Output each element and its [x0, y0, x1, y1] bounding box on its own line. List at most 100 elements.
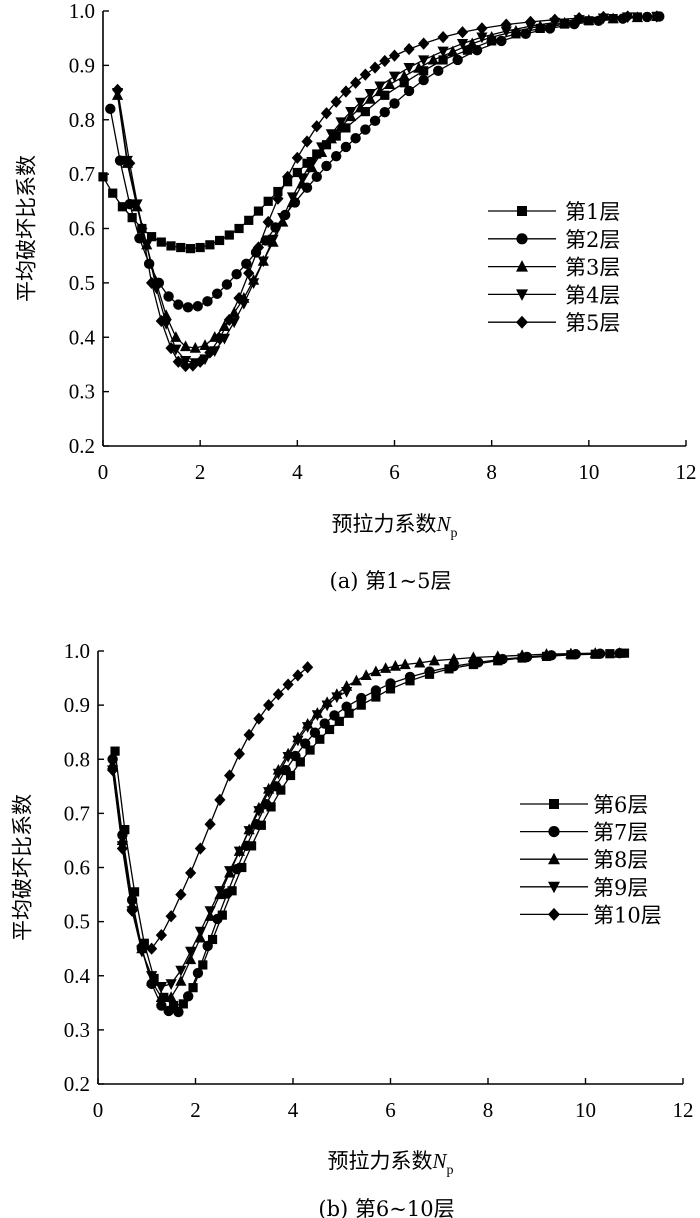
x-tick-label: 12	[676, 460, 697, 484]
data-point	[189, 342, 201, 353]
data-point	[253, 806, 265, 817]
data-point	[217, 910, 227, 920]
data-point	[418, 55, 430, 67]
data-point	[243, 266, 255, 280]
legend-marker	[548, 852, 560, 865]
data-point	[309, 727, 321, 738]
data-point	[205, 240, 215, 250]
data-point	[253, 712, 265, 725]
data-point	[263, 699, 275, 712]
data-point	[476, 32, 488, 44]
data-point	[207, 934, 218, 945]
data-point	[262, 215, 274, 229]
legend-entry-1: 第1层	[488, 200, 620, 224]
y-axis-title: 平均破坏比系数	[15, 155, 39, 302]
data-point	[340, 85, 352, 98]
data-point	[241, 258, 252, 270]
data-point	[311, 120, 323, 133]
data-point	[173, 1006, 184, 1018]
data-point	[277, 213, 289, 224]
data-point	[173, 299, 184, 310]
y-tick-label: 0.8	[69, 108, 95, 132]
chart-a: 0 2 4 6 8 10 12 0.2 0.3 0.4 0.5 0.6 0.7 0.8 0.9 1.0 平均破坏…	[15, 0, 697, 593]
x-tick-label: 4	[292, 460, 303, 484]
x-tick-label: 6	[389, 460, 400, 484]
y-tick-label: 0.9	[64, 693, 90, 717]
data-point	[224, 866, 236, 877]
data-point	[325, 129, 337, 140]
data-point	[282, 751, 294, 763]
y-axis-title: 平均破坏比系数	[11, 794, 35, 941]
data-point	[331, 692, 343, 704]
data-point	[292, 735, 304, 747]
data-point	[438, 55, 448, 65]
data-point	[467, 651, 479, 663]
data-point	[124, 198, 135, 210]
data-point	[182, 302, 194, 313]
data-point	[316, 142, 328, 154]
data-point	[418, 74, 429, 86]
data-point	[233, 747, 245, 760]
chart-b: 0 2 4 6 8 10 12 0.2 0.3 0.4 0.5 0.6 0.7 0.8 0.9 1.0 平均破坏…	[11, 639, 694, 1218]
legend-label: 第4层	[565, 283, 620, 307]
data-point	[329, 710, 340, 721]
data-point	[146, 232, 157, 242]
legend-label: 第3层	[565, 256, 620, 280]
data-point	[221, 888, 233, 899]
legend-entry-4: 第9层	[520, 876, 648, 900]
data-point	[385, 684, 396, 694]
data-point	[424, 666, 435, 677]
data-point	[156, 1000, 167, 1011]
data-point	[385, 678, 396, 689]
data-point	[124, 157, 136, 170]
legend-marker	[548, 907, 560, 921]
legend-label: 第5层	[565, 311, 620, 335]
data-point	[305, 745, 315, 755]
data-point	[211, 288, 223, 299]
series-5	[111, 10, 663, 373]
data-point	[534, 20, 546, 31]
y-tick-label: 0.7	[69, 162, 95, 186]
data-point	[462, 45, 472, 55]
x-tick-label: 10	[578, 460, 599, 484]
data-point	[344, 708, 354, 718]
data-point	[433, 65, 444, 77]
y-tick-label: 0.8	[64, 747, 90, 771]
data-point	[414, 656, 426, 668]
y-tick-label: 0.7	[64, 801, 90, 825]
data-point	[175, 888, 187, 901]
data-point	[356, 700, 366, 710]
data-point	[176, 242, 186, 253]
data-point	[267, 234, 279, 246]
data-point	[384, 78, 396, 90]
data-point	[356, 692, 367, 704]
x-tick-label: 4	[288, 1098, 299, 1122]
data-point	[437, 31, 449, 44]
series-2	[107, 647, 625, 1018]
data-point	[496, 35, 507, 47]
x-axis-title-sub: p	[447, 1163, 454, 1178]
data-point	[340, 141, 352, 153]
legend-label: 第6层	[593, 793, 648, 817]
legend-entry-2: 第7层	[520, 821, 648, 845]
data-point	[403, 62, 415, 74]
data-point	[165, 910, 177, 923]
data-point	[476, 22, 488, 35]
data-point	[524, 15, 537, 28]
data-point	[260, 235, 271, 246]
data-point	[370, 685, 382, 696]
legend-marker	[516, 260, 528, 272]
legend-entry-3: 第3层	[488, 256, 620, 280]
data-point	[214, 886, 226, 897]
legend-label: 第7层	[593, 821, 648, 845]
data-point	[597, 10, 610, 24]
data-point	[194, 842, 206, 855]
data-point	[311, 710, 323, 721]
data-point	[195, 242, 205, 253]
data-point	[105, 103, 116, 115]
data-point	[280, 764, 291, 776]
data-point	[388, 71, 401, 83]
data-point	[350, 76, 362, 89]
y-tick-label: 0.2	[64, 1072, 90, 1096]
data-point	[224, 769, 236, 782]
